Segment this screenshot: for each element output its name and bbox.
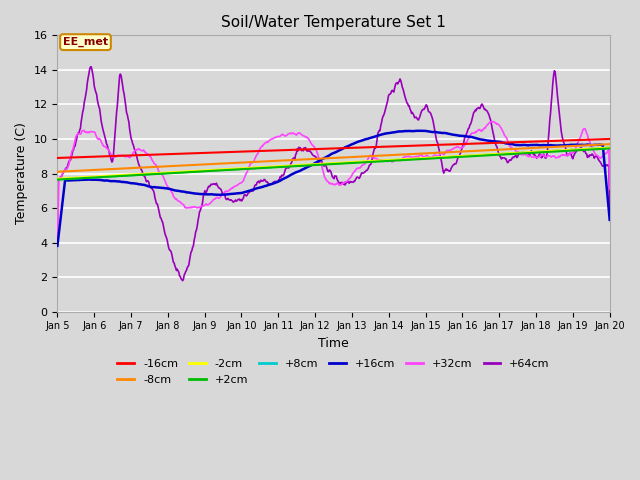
Y-axis label: Temperature (C): Temperature (C) xyxy=(15,122,28,225)
X-axis label: Time: Time xyxy=(318,337,349,350)
Legend: -16cm, -8cm, -2cm, +2cm, +8cm, +16cm, +32cm, +64cm: -16cm, -8cm, -2cm, +2cm, +8cm, +16cm, +3… xyxy=(113,355,554,389)
Text: EE_met: EE_met xyxy=(63,37,108,47)
Title: Soil/Water Temperature Set 1: Soil/Water Temperature Set 1 xyxy=(221,15,446,30)
